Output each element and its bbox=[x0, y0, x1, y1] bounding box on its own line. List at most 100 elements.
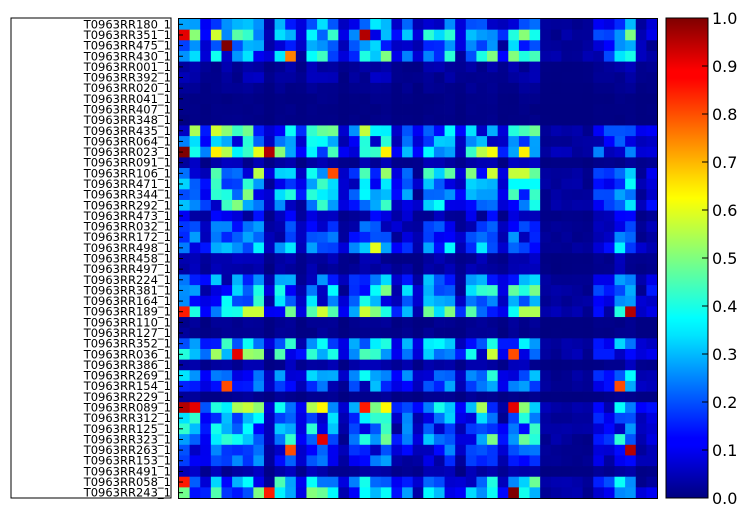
heatmap-cell bbox=[529, 199, 541, 211]
y-tick-label: T0963RR386_1 bbox=[83, 358, 171, 372]
heatmap-cell bbox=[179, 61, 191, 73]
heatmap-cell bbox=[433, 285, 445, 297]
heatmap-cell bbox=[561, 29, 573, 41]
heatmap-cell bbox=[603, 19, 615, 31]
heatmap-cell bbox=[338, 263, 350, 275]
heatmap-cell bbox=[391, 380, 403, 392]
heatmap-cell bbox=[561, 178, 573, 190]
heatmap-cell bbox=[614, 114, 626, 126]
heatmap-cell bbox=[614, 231, 626, 243]
heatmap-cell bbox=[625, 402, 637, 414]
heatmap-cell bbox=[285, 82, 297, 94]
heatmap-cell bbox=[529, 221, 541, 233]
heatmap-cell bbox=[550, 61, 562, 73]
heatmap-cell bbox=[253, 157, 265, 169]
heatmap-cell bbox=[295, 168, 307, 180]
heatmap-cell bbox=[189, 19, 201, 31]
heatmap-cell bbox=[295, 380, 307, 392]
heatmap-cell bbox=[529, 434, 541, 446]
heatmap-cell bbox=[614, 146, 626, 158]
heatmap-cell bbox=[412, 50, 424, 62]
heatmap-cell bbox=[646, 285, 658, 297]
heatmap-cell bbox=[380, 72, 392, 84]
heatmap-cell bbox=[423, 210, 435, 222]
heatmap-cell bbox=[295, 306, 307, 318]
heatmap-cell bbox=[253, 370, 265, 382]
heatmap-cell bbox=[189, 444, 201, 456]
heatmap-cell bbox=[635, 423, 647, 435]
heatmap-cell bbox=[614, 253, 626, 265]
heatmap-cell bbox=[285, 242, 297, 254]
heatmap-cells bbox=[179, 19, 658, 499]
heatmap-cell bbox=[635, 391, 647, 403]
heatmap-cell bbox=[465, 104, 477, 116]
heatmap-cell bbox=[295, 125, 307, 137]
y-tick-label: T0963RR106_1 bbox=[83, 166, 171, 180]
heatmap-cell bbox=[433, 242, 445, 254]
heatmap-cell bbox=[593, 157, 605, 169]
heatmap-cell bbox=[433, 263, 445, 275]
heatmap-cell bbox=[348, 253, 360, 265]
heatmap-cell bbox=[518, 317, 530, 329]
heatmap-cell bbox=[274, 72, 286, 84]
heatmap-cell bbox=[455, 189, 467, 201]
heatmap-cell bbox=[487, 380, 499, 392]
heatmap-cell bbox=[380, 402, 392, 414]
heatmap-cell bbox=[412, 19, 424, 31]
heatmap-cell bbox=[529, 306, 541, 318]
heatmap-cell bbox=[327, 306, 339, 318]
heatmap-cell bbox=[327, 199, 339, 211]
colorbar-tick-label: 0.3 bbox=[712, 345, 737, 364]
heatmap-cell bbox=[433, 157, 445, 169]
heatmap-cell bbox=[338, 231, 350, 243]
heatmap-cell bbox=[508, 317, 520, 329]
heatmap-cell bbox=[635, 178, 647, 190]
heatmap-cell bbox=[179, 317, 191, 329]
heatmap-cell bbox=[210, 274, 222, 286]
heatmap-cell bbox=[529, 82, 541, 94]
heatmap-cell bbox=[572, 466, 584, 478]
heatmap-cell bbox=[253, 412, 265, 424]
heatmap-cell bbox=[412, 487, 424, 499]
heatmap-cell bbox=[242, 306, 254, 318]
heatmap-cell bbox=[317, 263, 329, 275]
heatmap-cell bbox=[274, 168, 286, 180]
heatmap-cell bbox=[210, 40, 222, 52]
heatmap-cell bbox=[540, 370, 552, 382]
heatmap-cell bbox=[614, 391, 626, 403]
heatmap-cell bbox=[497, 125, 509, 137]
heatmap-cell bbox=[232, 82, 244, 94]
heatmap-cell bbox=[359, 61, 371, 73]
heatmap-cell bbox=[550, 136, 562, 148]
heatmap-cell bbox=[306, 444, 318, 456]
heatmap-cell bbox=[221, 285, 233, 297]
heatmap-cell bbox=[221, 242, 233, 254]
heatmap-cell bbox=[582, 40, 594, 52]
heatmap-cell bbox=[370, 370, 382, 382]
heatmap-cell bbox=[433, 380, 445, 392]
heatmap-cell bbox=[200, 242, 212, 254]
heatmap-cell bbox=[391, 50, 403, 62]
heatmap-cell bbox=[317, 19, 329, 31]
heatmap-cell bbox=[593, 253, 605, 265]
heatmap-cell bbox=[338, 82, 350, 94]
heatmap-cell bbox=[529, 338, 541, 350]
heatmap-cell bbox=[561, 317, 573, 329]
heatmap-cell bbox=[550, 295, 562, 307]
heatmap-cell bbox=[274, 189, 286, 201]
heatmap-cell bbox=[646, 168, 658, 180]
heatmap-cell bbox=[646, 29, 658, 41]
heatmap-cell bbox=[593, 444, 605, 456]
heatmap-cell bbox=[593, 370, 605, 382]
heatmap-cell bbox=[274, 231, 286, 243]
heatmap-cell bbox=[327, 285, 339, 297]
heatmap-cell bbox=[370, 136, 382, 148]
heatmap-cell bbox=[189, 285, 201, 297]
heatmap-cell bbox=[263, 178, 275, 190]
heatmap-cell bbox=[582, 359, 594, 371]
heatmap-cell bbox=[550, 444, 562, 456]
heatmap-cell bbox=[412, 189, 424, 201]
heatmap-cell bbox=[540, 380, 552, 392]
heatmap-cell bbox=[582, 423, 594, 435]
heatmap-cell bbox=[497, 242, 509, 254]
